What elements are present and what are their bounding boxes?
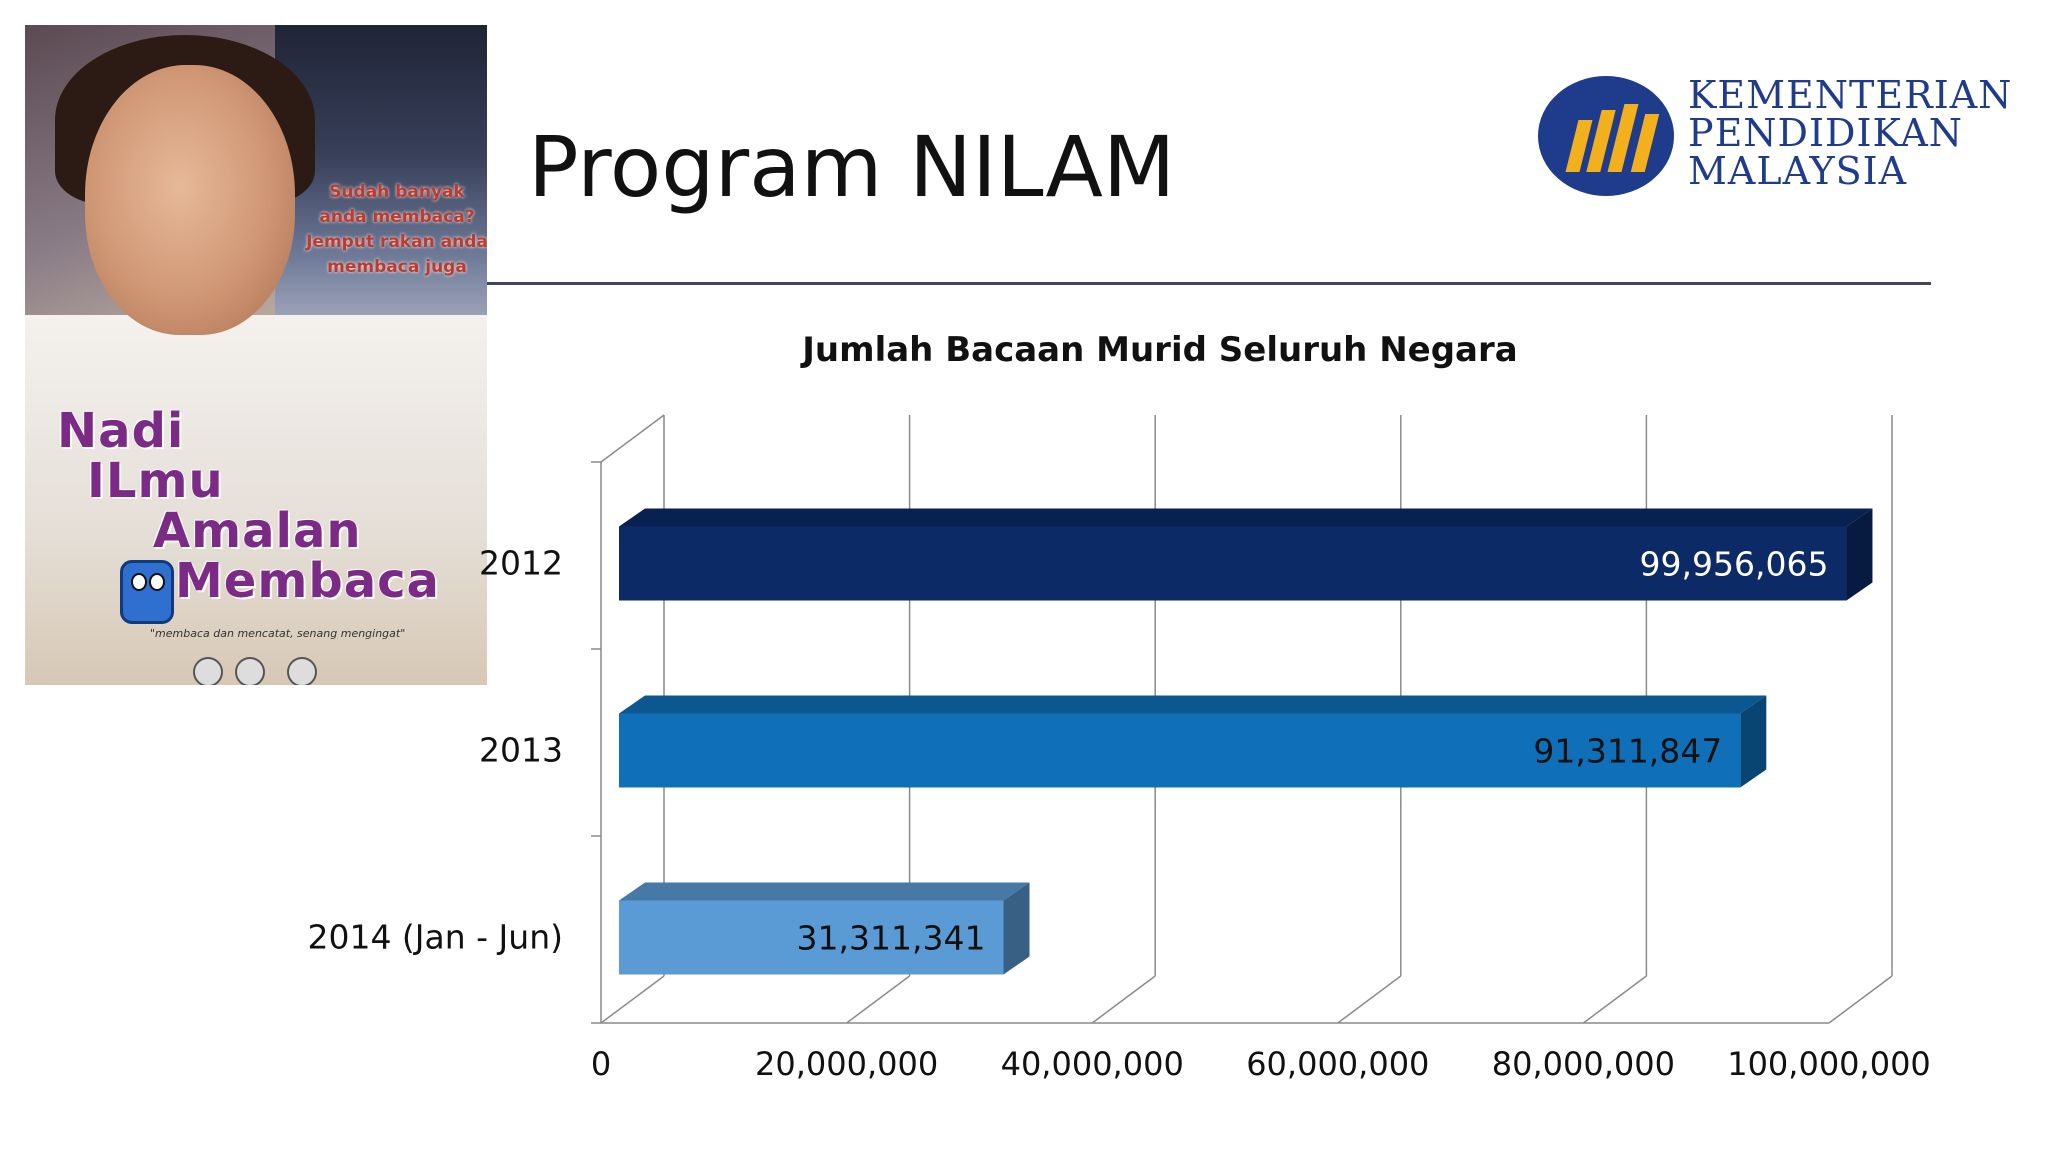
bar-value-label: 99,956,065 <box>1640 545 1829 584</box>
title-divider <box>487 282 1931 285</box>
poster-slogan-line: ILmu <box>87 453 224 509</box>
bar-value-label: 31,311,341 <box>797 919 986 958</box>
bar <box>619 713 1741 788</box>
poster-girl-shirt <box>25 315 487 685</box>
bar-side-face <box>1740 695 1767 788</box>
x-tick-label: 100,000,000 <box>1727 1045 1931 1083</box>
bar-top-face <box>619 508 1873 527</box>
bar-top-face <box>619 695 1767 714</box>
poster-bubble-line: anda membaca? <box>319 207 475 227</box>
seal-icon <box>235 657 265 685</box>
floor-gridline <box>846 975 911 1024</box>
floor-gridline <box>1828 975 1893 1024</box>
poster-slogan-line: Nadi <box>57 403 185 459</box>
floor-gridline <box>1582 975 1647 1024</box>
poster-tagline: "membaca dan mencatat, senang mengingat" <box>150 627 406 640</box>
x-tick-label: 40,000,000 <box>1001 1045 1184 1083</box>
y-tick-label: 2014 (Jan - Jun) <box>307 918 563 957</box>
bar-value-label: 91,311,847 <box>1533 732 1722 771</box>
poster-slogan-line: Membaca <box>175 553 440 609</box>
x-tick-label: 0 <box>591 1045 611 1083</box>
bar-top-face <box>619 882 1030 901</box>
y-tick-label: 2012 <box>479 544 563 583</box>
poster-slogan-line: Amalan <box>153 503 362 559</box>
bar <box>619 526 1847 601</box>
floor-gridline <box>1337 975 1402 1024</box>
kpm-logo-text: KEMENTERIAN PENDIDIKAN MALAYSIA <box>1688 76 2012 190</box>
poster-bubble-line: Sudah banyak <box>329 182 465 202</box>
x-tick-label: 20,000,000 <box>755 1045 938 1083</box>
logo-line: MALAYSIA <box>1688 149 1908 193</box>
slide-title: Program NILAM <box>528 118 1176 216</box>
poster-girl-face <box>85 65 295 335</box>
bar <box>619 900 1004 975</box>
logo-line: PENDIDIKAN <box>1688 111 1964 155</box>
poster-background-photo <box>275 25 487 355</box>
logo-line: KEMENTERIAN <box>1688 73 2013 117</box>
poster-speech-text: Sudah banyak anda membaca? Jemput rakan … <box>287 180 487 280</box>
kpm-emblem-icon <box>1538 76 1674 196</box>
poster-bubble-line: membaca juga <box>327 257 467 277</box>
kpm-logo: KEMENTERIAN PENDIDIKAN MALAYSIA <box>1538 72 2028 202</box>
chart-title: Jumlah Bacaan Murid Seluruh Negara <box>802 330 1518 370</box>
bar-side-face <box>1846 508 1873 601</box>
nilam-poster-image: Sudah banyak anda membaca? Jemput rakan … <box>25 25 487 685</box>
floor-gridline <box>1091 975 1156 1024</box>
poster-bubble-line: Jemput rakan anda <box>306 232 487 252</box>
axis-line <box>600 414 665 463</box>
x-tick-label: 60,000,000 <box>1246 1045 1429 1083</box>
x-tick-label: 80,000,000 <box>1492 1045 1675 1083</box>
seal-icon <box>287 657 317 685</box>
y-tick-label: 2013 <box>479 731 563 770</box>
book-mascot-icon <box>120 560 174 624</box>
floor-gridline <box>600 975 665 1024</box>
seal-icon <box>193 657 223 685</box>
bar-side-face <box>1003 882 1030 975</box>
